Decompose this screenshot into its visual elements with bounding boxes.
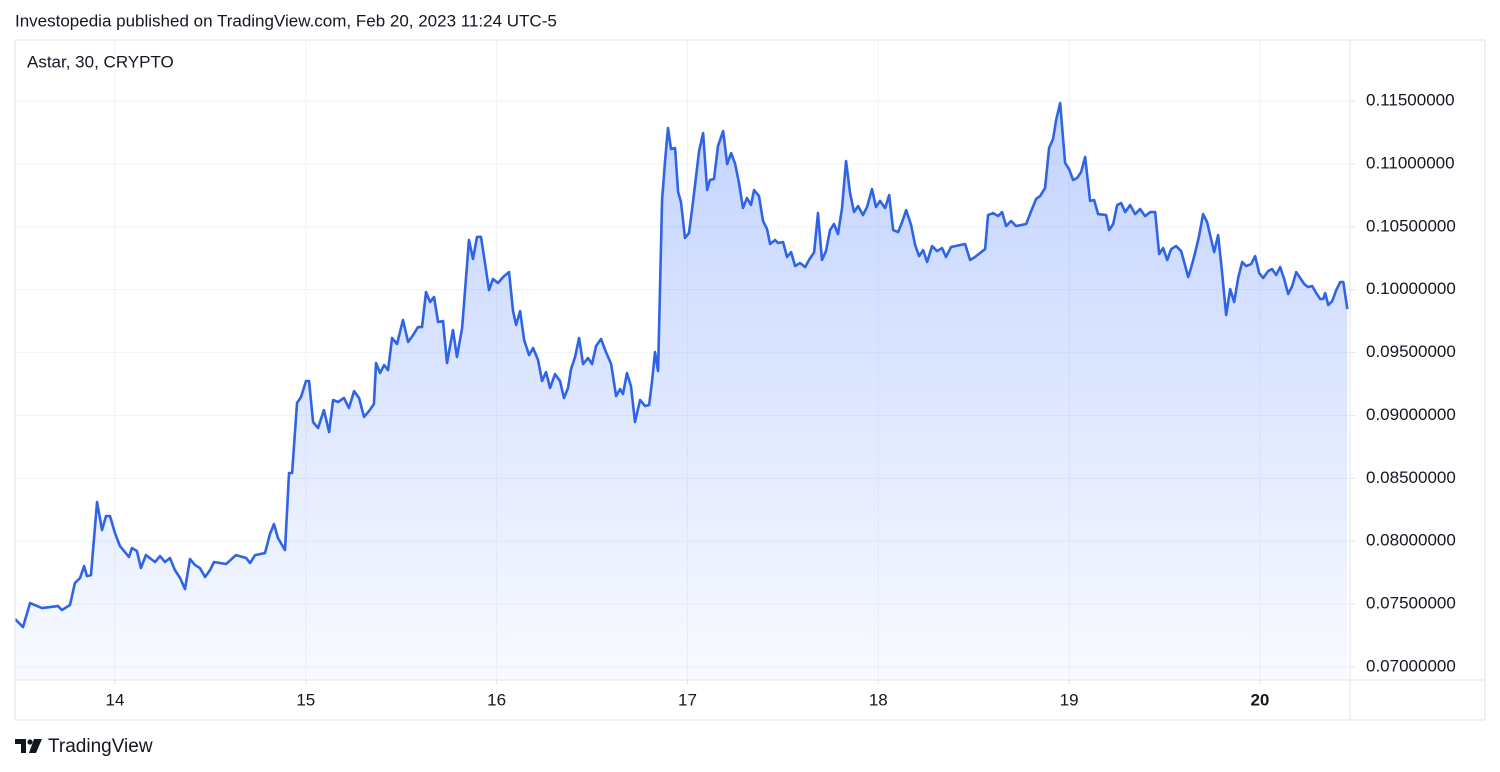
y-tick-label: 0.08500000 [1366, 468, 1456, 487]
logo [15, 739, 42, 753]
logo-mark [15, 739, 26, 753]
x-tick-label: 19 [1060, 690, 1079, 709]
y-tick-label: 0.09000000 [1366, 405, 1456, 424]
x-tick-label: 14 [106, 690, 125, 709]
header: Investopedia published on TradingView.co… [15, 11, 557, 30]
logo-mark [29, 739, 42, 753]
y-tick-label: 0.11500000 [1366, 90, 1455, 109]
area-fill [15, 103, 1348, 680]
x-tick-label: 18 [869, 690, 888, 709]
chart-title: Astar, 30, CRYPTO [27, 52, 174, 71]
y-tick-label: 0.10000000 [1366, 279, 1456, 298]
x-tick-label: 15 [296, 690, 315, 709]
y-tick-label: 0.07500000 [1366, 594, 1456, 613]
y-tick-label: 0.07000000 [1366, 657, 1456, 676]
x-tick-label: 16 [487, 690, 506, 709]
price-line [15, 101, 1349, 629]
logo-mark [27, 739, 33, 745]
chart-frame [14, 39, 1486, 721]
x-tick-label: 17 [678, 690, 697, 709]
x-tick-label: 20 [1250, 690, 1269, 709]
y-tick-label: 0.08000000 [1366, 531, 1456, 550]
y-tick-label: 0.09500000 [1366, 342, 1456, 361]
plot [15, 101, 1349, 680]
y-tick-label: 0.10500000 [1366, 216, 1456, 235]
y-tick-label: 0.11000000 [1366, 153, 1455, 172]
footer-brand: TradingView [48, 736, 153, 757]
